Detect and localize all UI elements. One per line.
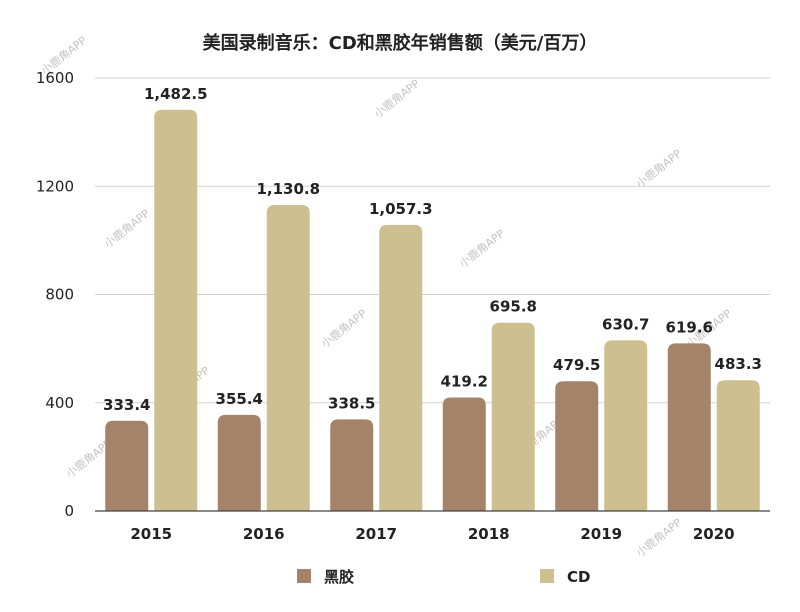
legend: 黑胶 CD [297,568,590,586]
data-label: 630.7 [602,315,649,333]
data-label: 355.4 [216,390,263,408]
data-label: 1,057.3 [369,200,433,218]
watermark-text: 小鹿角APP [456,226,507,270]
watermark-text: 小鹿角APP [633,146,684,190]
x-tick-label: 2020 [693,525,735,543]
x-tick-label: 2016 [243,525,285,543]
cd-bar [154,109,198,512]
data-label: 333.4 [103,396,150,414]
legend-label-vinyl: 黑胶 [324,568,354,586]
watermark-text: 小鹿角APP [318,306,369,350]
data-label: 338.5 [328,394,375,412]
watermark-text: 小鹿角APP [633,515,684,559]
data-label: 1,130.8 [256,180,320,198]
vinyl-bar [555,381,599,511]
data-label: 483.3 [715,355,762,373]
x-tick-label: 2019 [580,525,622,543]
watermark-text: 小鹿角APP [371,76,422,120]
legend-swatch-vinyl [297,569,311,583]
data-label: 695.8 [490,298,537,316]
cd-bar [379,224,423,511]
bars [105,109,760,512]
vinyl-bar [442,397,486,511]
vinyl-bar [105,420,149,511]
y-tick-label: 1200 [36,177,74,195]
chart-title: 美国录制音乐：CD和黑胶年销售额（美元/百万） [203,32,598,54]
watermark-text: 小鹿角APP [101,206,152,250]
cd-bar [716,380,760,511]
vinyl-bar [330,419,374,511]
y-tick-label: 800 [45,286,74,304]
legend-label-cd: CD [567,568,590,586]
y-axis-ticks: 0 400 800 1200 1600 [36,69,74,520]
x-tick-label: 2017 [355,525,397,543]
x-tick-label: 2015 [130,525,172,543]
x-axis-ticks: 2015 2016 2017 2018 2019 2020 [130,525,734,543]
vinyl-bar [667,343,711,511]
y-tick-label: 400 [45,394,74,412]
data-label: 419.2 [441,373,488,391]
gridlines [95,77,770,404]
data-label: 619.6 [666,318,713,336]
data-label: 1,482.5 [144,85,208,103]
x-tick-label: 2018 [468,525,510,543]
vinyl-bar [217,414,261,511]
data-labels: 333.4 1,482.5 355.4 1,130.8 338.5 1,057.3 419.… [103,85,762,414]
data-label: 479.5 [553,356,600,374]
cd-bar [266,204,310,512]
cd-bar [604,340,648,511]
legend-swatch-cd [540,569,554,583]
y-tick-label: 1600 [36,69,74,87]
y-tick-label: 0 [64,502,74,520]
cd-bar [491,322,535,511]
